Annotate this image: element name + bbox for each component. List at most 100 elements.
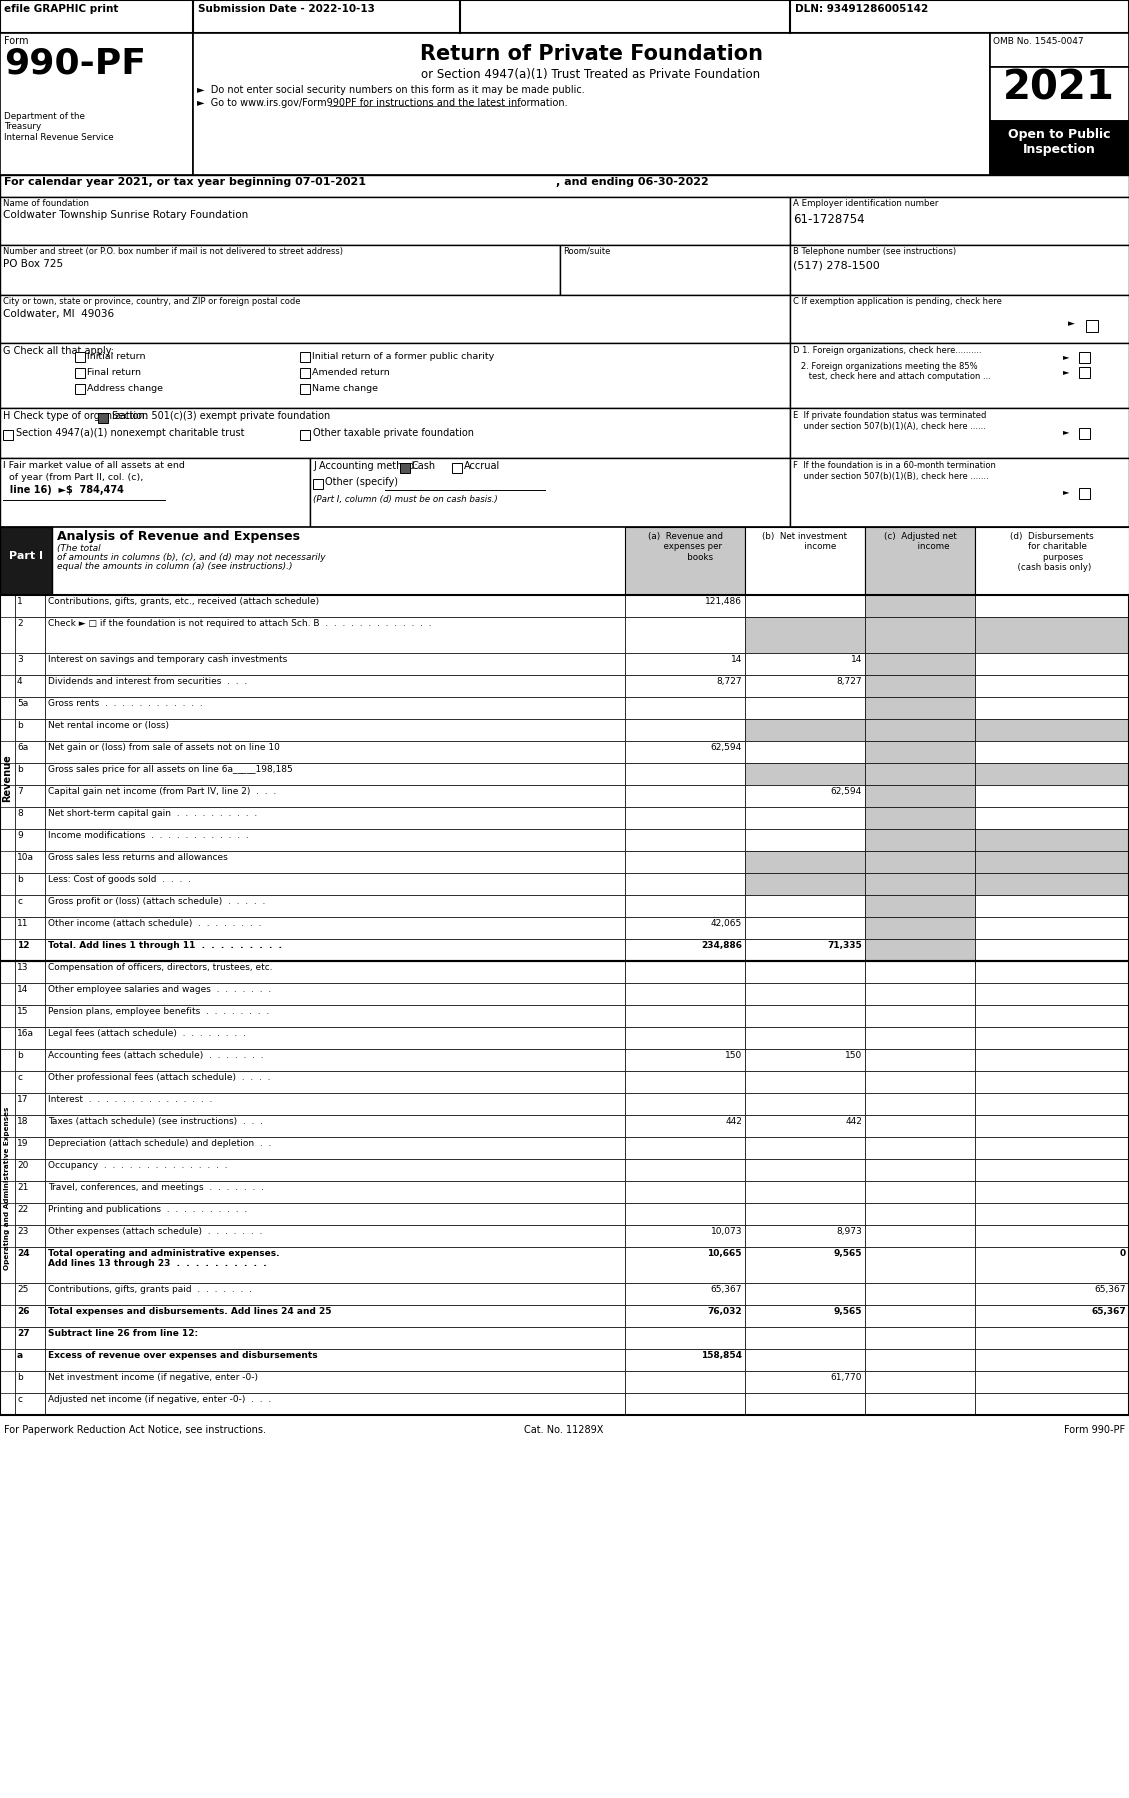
Bar [975, 1203, 1129, 1224]
Bar [0, 0, 1129, 32]
Bar [15, 874, 45, 895]
Bar [745, 1284, 865, 1305]
Bar [625, 1181, 745, 1203]
Text: 65,367: 65,367 [710, 1286, 742, 1295]
Text: (d)  Disbursements
    for charitable
        purposes
  (cash basis only): (d) Disbursements for charitable purpose… [1010, 532, 1094, 572]
Bar [15, 1305, 45, 1327]
Bar [625, 1348, 745, 1372]
Bar [15, 1284, 45, 1305]
Bar [865, 762, 975, 786]
Bar [745, 1048, 865, 1072]
Text: 11: 11 [17, 919, 28, 928]
Bar [975, 595, 1129, 617]
Bar [45, 984, 625, 1005]
Text: 24: 24 [17, 1250, 29, 1259]
Bar [45, 917, 625, 939]
Bar [15, 719, 45, 741]
Bar [45, 1393, 625, 1415]
Text: 9: 9 [17, 831, 23, 840]
Bar [45, 1048, 625, 1072]
Text: Revenue: Revenue [2, 753, 12, 802]
Text: Compensation of officers, directors, trustees, etc.: Compensation of officers, directors, tru… [49, 964, 272, 973]
Text: 6a: 6a [17, 743, 28, 752]
Bar [975, 653, 1129, 674]
Text: (b)  Net investment
           income: (b) Net investment income [762, 532, 848, 552]
Text: equal the amounts in column (a) (see instructions).): equal the amounts in column (a) (see ins… [56, 563, 292, 572]
Bar [745, 960, 865, 984]
Bar [0, 895, 15, 917]
Bar [745, 1160, 865, 1181]
Text: 61-1728754: 61-1728754 [793, 212, 865, 227]
Text: 16a: 16a [17, 1028, 34, 1037]
Text: DLN: 93491286005142: DLN: 93491286005142 [795, 4, 928, 14]
Text: 990-PF: 990-PF [5, 47, 146, 79]
Bar [0, 527, 1129, 595]
Text: G Check all that apply:: G Check all that apply: [3, 345, 114, 356]
Bar [15, 1224, 45, 1248]
Text: 5a: 5a [17, 699, 28, 708]
Text: 8,727: 8,727 [837, 678, 863, 687]
Bar [15, 850, 45, 874]
Bar [193, 32, 990, 174]
Text: c: c [17, 1395, 21, 1404]
Bar [865, 829, 975, 850]
Text: Income modifications  .  .  .  .  .  .  .  .  .  .  .  .: Income modifications . . . . . . . . . .… [49, 831, 248, 840]
Text: efile GRAPHIC print: efile GRAPHIC print [5, 4, 119, 14]
Text: 15: 15 [17, 1007, 28, 1016]
Bar [745, 1248, 865, 1284]
Bar [865, 1048, 975, 1072]
Bar [865, 807, 975, 829]
Bar [45, 1284, 625, 1305]
Bar [0, 343, 790, 408]
Bar [15, 1115, 45, 1136]
Bar [0, 617, 15, 653]
Bar [45, 1005, 625, 1027]
Bar [45, 1327, 625, 1348]
Bar [975, 1181, 1129, 1203]
Bar [15, 653, 45, 674]
Bar [0, 1115, 15, 1136]
Bar [975, 527, 1129, 595]
Bar [625, 1093, 745, 1115]
Text: b: b [17, 721, 23, 730]
Text: 442: 442 [846, 1117, 863, 1126]
Text: Coldwater, MI  49036: Coldwater, MI 49036 [3, 309, 114, 318]
Bar [865, 698, 975, 719]
Bar [15, 1093, 45, 1115]
Bar [0, 874, 15, 895]
Text: 18: 18 [17, 1117, 28, 1126]
Bar [975, 1348, 1129, 1372]
Bar [45, 1136, 625, 1160]
Text: c: c [17, 1073, 21, 1082]
Bar [452, 464, 462, 473]
Bar [975, 1372, 1129, 1393]
Bar [45, 786, 625, 807]
Bar [0, 850, 15, 874]
Bar [790, 458, 1129, 527]
Bar [865, 1203, 975, 1224]
Bar [0, 527, 52, 595]
Bar [625, 874, 745, 895]
Bar [15, 1136, 45, 1160]
Text: Other employee salaries and wages  .  .  .  .  .  .  .: Other employee salaries and wages . . . … [49, 985, 271, 994]
Bar [865, 1181, 975, 1203]
Bar [625, 829, 745, 850]
Text: Department of the
Treasury
Internal Revenue Service: Department of the Treasury Internal Reve… [5, 111, 114, 142]
Bar [0, 1093, 15, 1115]
Bar [865, 917, 975, 939]
Text: Pension plans, employee benefits  .  .  .  .  .  .  .  .: Pension plans, employee benefits . . . .… [49, 1007, 269, 1016]
Text: 10,665: 10,665 [708, 1250, 742, 1259]
Text: Net investment income (if negative, enter -0-): Net investment income (if negative, ente… [49, 1374, 259, 1383]
Bar [975, 1027, 1129, 1048]
Bar [625, 1136, 745, 1160]
Bar [865, 1305, 975, 1327]
Bar [745, 984, 865, 1005]
Bar [975, 786, 1129, 807]
Bar [0, 1203, 15, 1224]
Text: 61,770: 61,770 [831, 1374, 863, 1383]
Text: 42,065: 42,065 [711, 919, 742, 928]
Bar [75, 385, 85, 394]
Bar [745, 1115, 865, 1136]
Bar [45, 1093, 625, 1115]
Text: PO Box 725: PO Box 725 [3, 259, 63, 270]
